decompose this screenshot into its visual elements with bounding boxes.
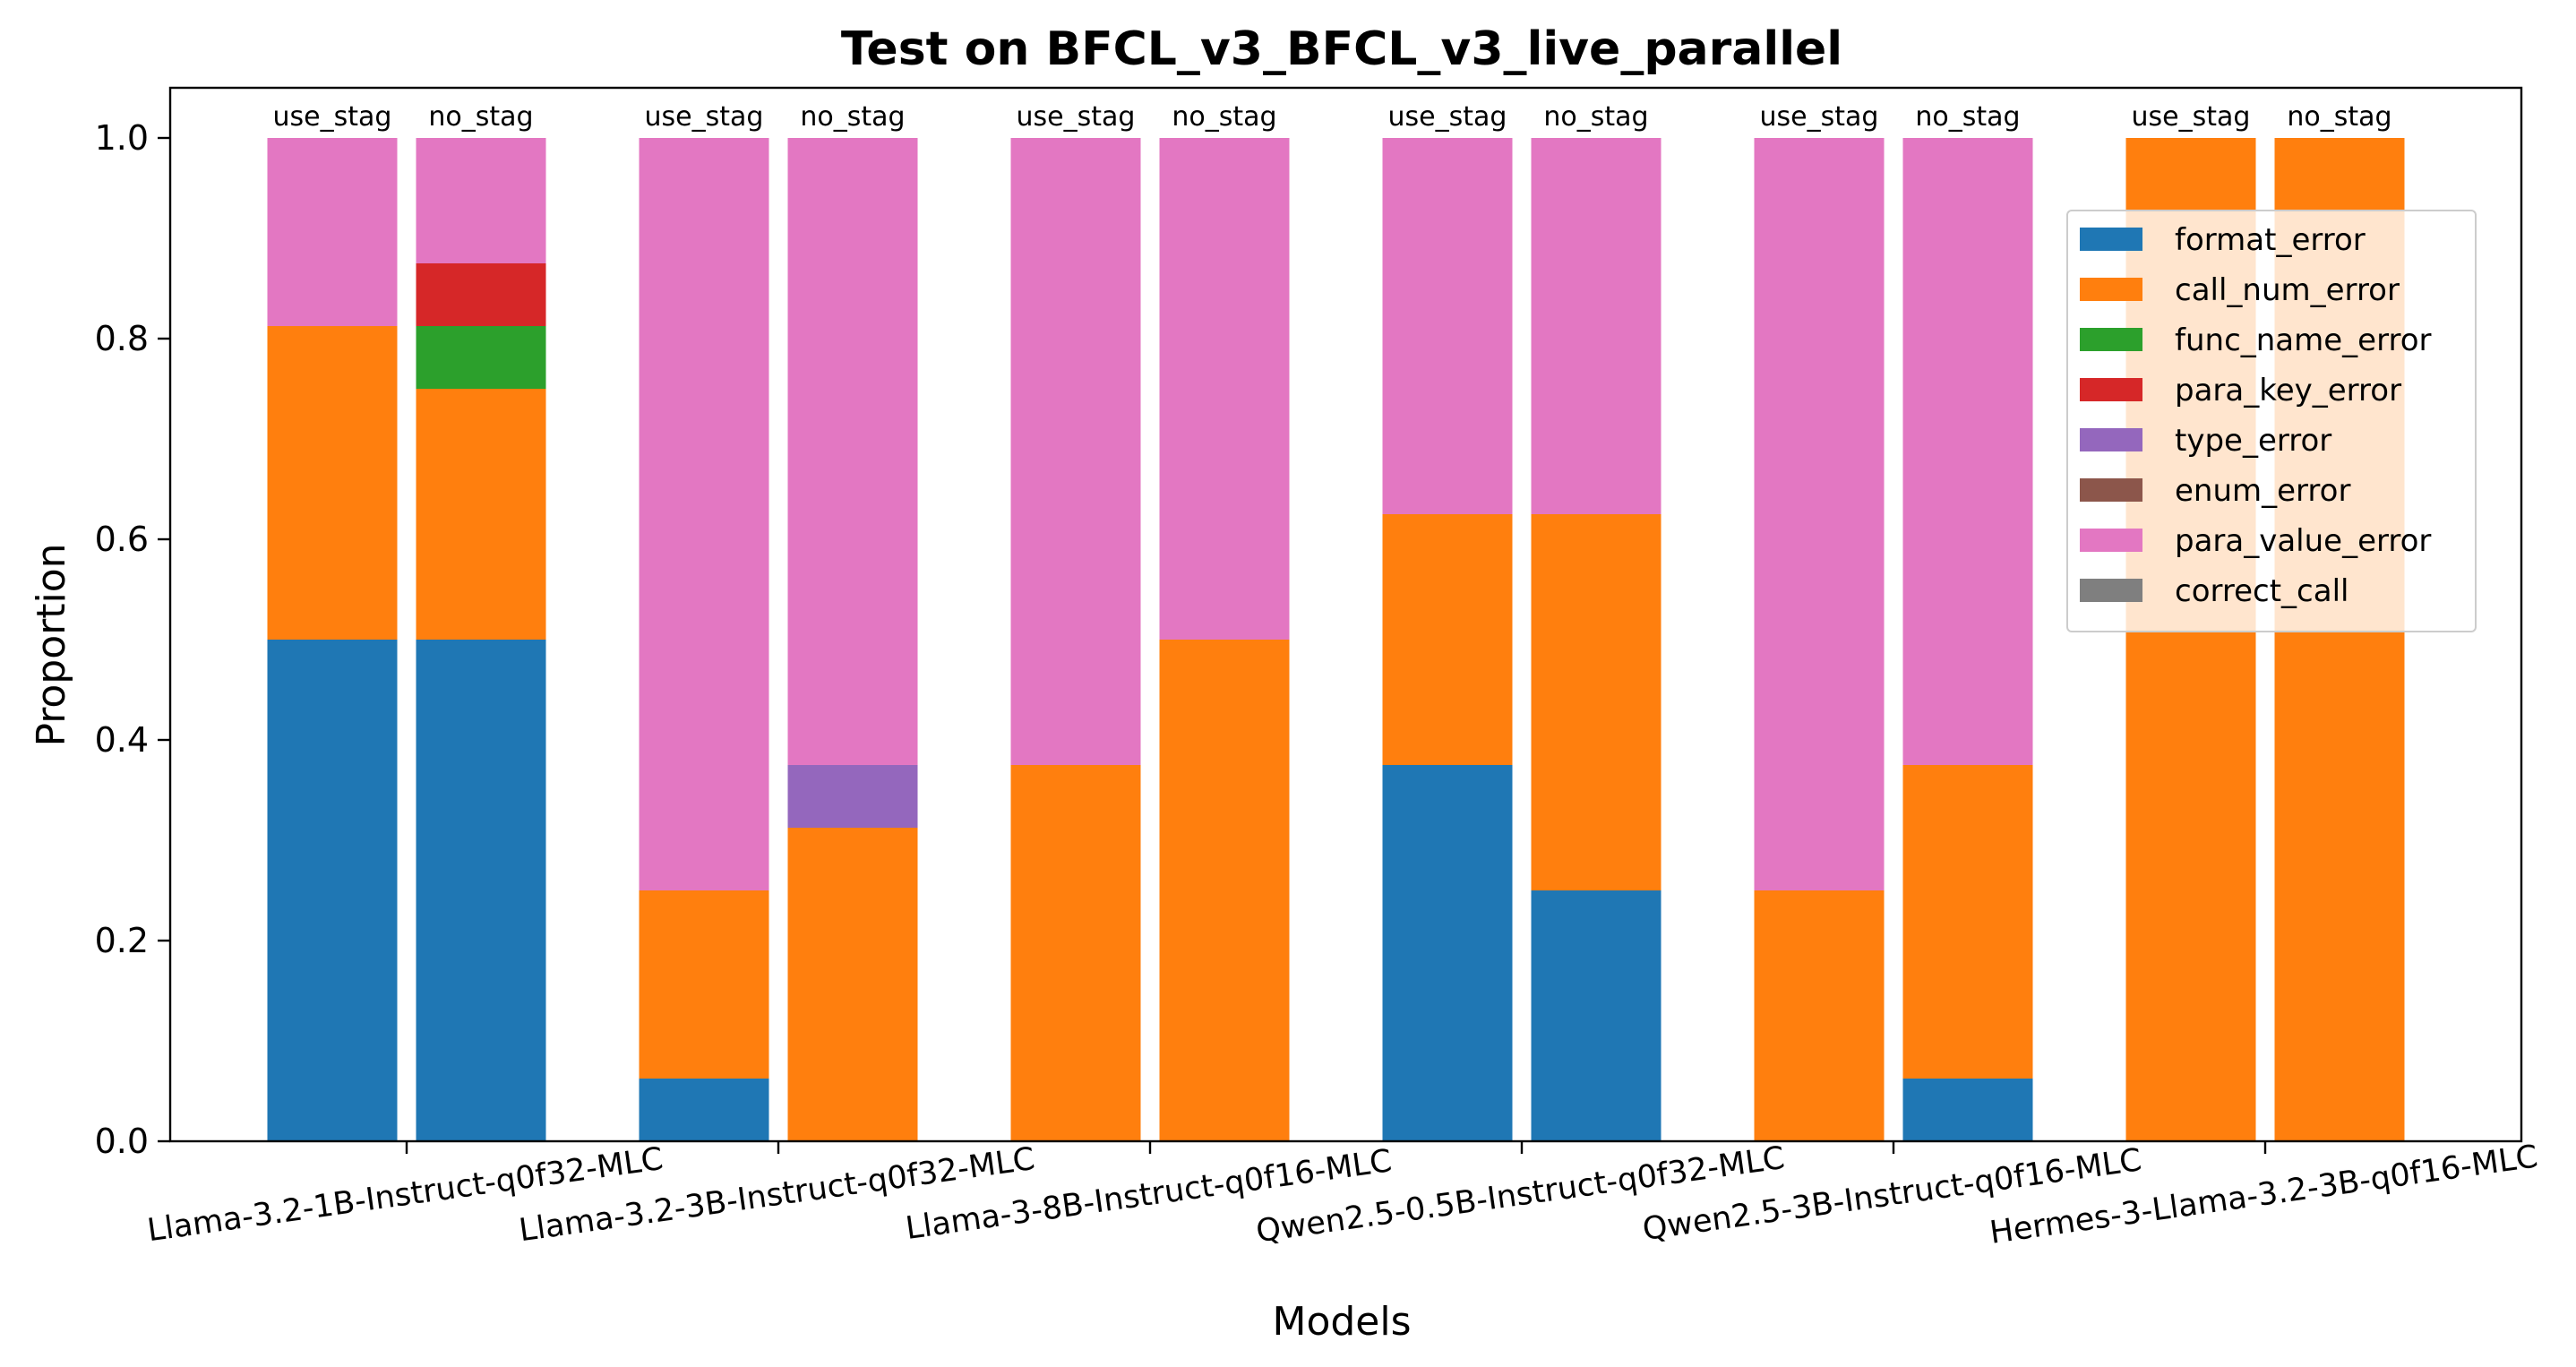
bar-segment-para_value_error-4-no_stag: [1902, 138, 2033, 765]
legend-label-enum_error: enum_error: [2175, 473, 2350, 509]
variant-labels: use_stag no_stag use_stag no_stag use_stag no…: [273, 101, 2392, 133]
y-axis: 0.0 0.2 0.4 0.6 0.8 1.0: [95, 118, 170, 1161]
legend-swatch-func_name_error: [2080, 328, 2142, 351]
legend-label-para_key_error: para_key_error: [2175, 373, 2401, 408]
variant-label-no_stag: no_stag: [1543, 101, 1648, 133]
bar-segment-format_error-0-no_stag: [416, 640, 546, 1141]
variant-label-use_stag: use_stag: [2132, 101, 2251, 133]
y-tick-label: 0.2: [95, 921, 149, 960]
bar-segment-para_value_error-3-no_stag: [1531, 138, 1662, 514]
bar-segment-call_num_error-2-use_stag: [1010, 765, 1141, 1141]
variant-label-use_stag: use_stag: [645, 101, 764, 133]
variant-label-no_stag: no_stag: [1915, 101, 2020, 133]
legend-swatch-para_key_error: [2080, 378, 2142, 401]
bar-segment-call_num_error-1-use_stag: [639, 890, 769, 1079]
x-axis-label: Models: [1272, 1299, 1411, 1345]
variant-label-use_stag: use_stag: [1760, 101, 1879, 133]
legend: format_error call_num_error func_name_erro…: [2066, 210, 2477, 632]
variant-label-no_stag: no_stag: [800, 101, 905, 133]
plot-area-frame: [168, 86, 2523, 1143]
bar-segment-call_num_error-4-use_stag: [1754, 890, 1885, 1141]
legend-label-type_error: type_error: [2175, 423, 2331, 459]
y-tick-label: 0.0: [95, 1122, 149, 1161]
legend-label-para_value_error: para_value_error: [2175, 523, 2431, 559]
variant-label-no_stag: no_stag: [428, 101, 533, 133]
bar-segment-para_value_error-3-use_stag: [1382, 138, 1513, 514]
bar-segment-para_value_error-4-use_stag: [1754, 138, 1885, 890]
bar-segment-call_num_error-0-no_stag: [416, 389, 546, 640]
bar-segment-func_name_error-0-no_stag: [416, 326, 546, 389]
legend-label-format_error: format_error: [2175, 222, 2366, 258]
legend-swatch-call_num_error: [2080, 278, 2142, 301]
legend-swatch-type_error: [2080, 428, 2142, 451]
bar-segment-format_error-3-no_stag: [1531, 890, 1662, 1141]
y-tick-label: 0.4: [95, 720, 149, 760]
y-tick-label: 0.6: [95, 520, 149, 559]
legend-label-call_num_error: call_num_error: [2175, 272, 2400, 308]
chart-title: Test on BFCL_v3_BFCL_v3_live_parallel: [841, 22, 1842, 76]
bar-segment-call_num_error-1-no_stag: [787, 828, 918, 1141]
bar-segment-call_num_error-3-no_stag: [1531, 514, 1662, 890]
legend-swatch-correct_call: [2080, 579, 2142, 602]
bars: [267, 138, 2405, 1141]
y-tick-label: 0.8: [95, 319, 149, 358]
bar-segment-para_value_error-0-no_stag: [416, 138, 546, 263]
bar-segment-para_value_error-2-no_stag: [1159, 138, 1290, 640]
bar-segment-para_key_error-0-no_stag: [416, 263, 546, 326]
variant-label-no_stag: no_stag: [1172, 101, 1276, 133]
variant-label-use_stag: use_stag: [1388, 101, 1507, 133]
bar-segment-call_num_error-3-use_stag: [1382, 514, 1513, 765]
y-tick-label: 1.0: [95, 118, 149, 158]
legend-box: [2066, 210, 2477, 632]
y-axis-label: Proportion: [29, 543, 74, 746]
legend-label-func_name_error: func_name_error: [2175, 322, 2432, 358]
bar-segment-format_error-4-no_stag: [1902, 1079, 2033, 1141]
variant-label-no_stag: no_stag: [2287, 101, 2391, 133]
bar-segment-para_value_error-1-use_stag: [639, 138, 769, 890]
legend-swatch-para_value_error: [2080, 529, 2142, 552]
bar-segment-para_value_error-2-use_stag: [1010, 138, 1141, 765]
bar-segment-call_num_error-0-use_stag: [267, 326, 398, 640]
variant-label-use_stag: use_stag: [273, 101, 392, 133]
bar-segment-format_error-1-use_stag: [639, 1079, 769, 1141]
legend-swatch-format_error: [2080, 228, 2142, 251]
bar-segment-para_value_error-1-no_stag: [787, 138, 918, 765]
bar-segment-para_value_error-0-use_stag: [267, 138, 398, 326]
bar-segment-format_error-0-use_stag: [267, 640, 398, 1141]
bar-segment-call_num_error-4-no_stag: [1902, 765, 2033, 1079]
legend-label-correct_call: correct_call: [2175, 573, 2348, 609]
variant-label-use_stag: use_stag: [1017, 101, 1136, 133]
bar-segment-format_error-3-use_stag: [1382, 765, 1513, 1141]
bar-segment-type_error-1-no_stag: [787, 765, 918, 828]
legend-swatch-enum_error: [2080, 478, 2142, 502]
bar-segment-call_num_error-2-no_stag: [1159, 640, 1290, 1141]
